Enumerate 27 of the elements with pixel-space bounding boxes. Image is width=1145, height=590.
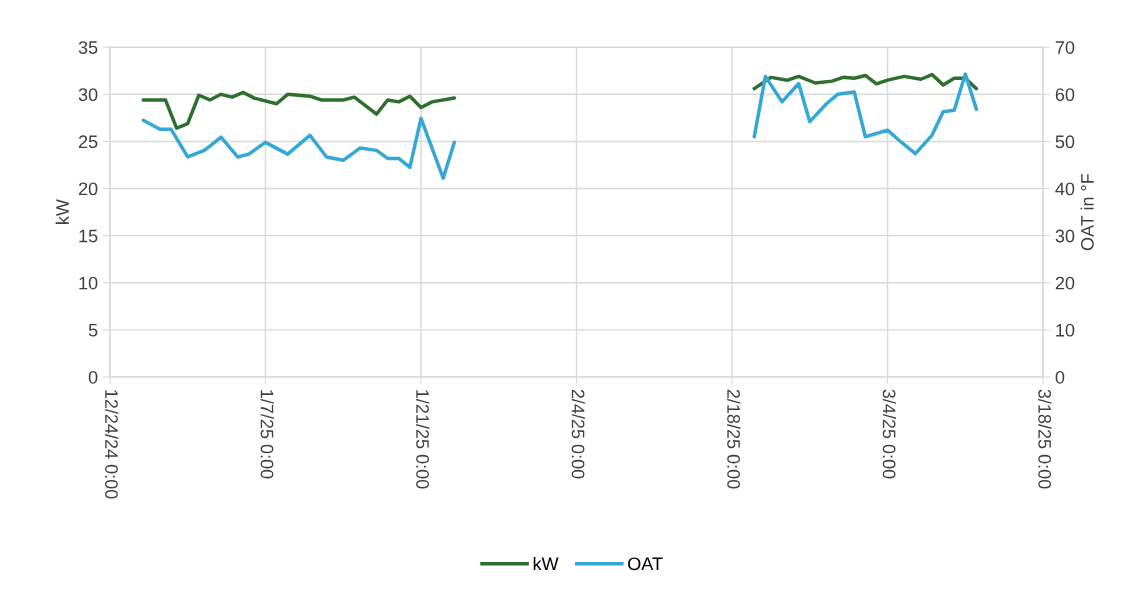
y2-axis-title: OAT in °F bbox=[1080, 173, 1094, 251]
y-tick-label: 35 bbox=[78, 41, 98, 54]
y2-tick-label: 20 bbox=[1055, 276, 1075, 290]
y2-tick-label: 30 bbox=[1055, 229, 1075, 243]
y2-tick-label: 70 bbox=[1055, 41, 1075, 54]
y-tick-label: 0 bbox=[88, 370, 98, 384]
y2-tick-label: 60 bbox=[1055, 88, 1075, 102]
y-tick-label: 5 bbox=[88, 324, 98, 337]
y-axis-title: kW bbox=[55, 199, 69, 224]
legend-label: kW bbox=[533, 556, 559, 570]
y-tick-label: 25 bbox=[78, 135, 98, 149]
x-tick-label: 3/4/25 0:00 bbox=[882, 389, 896, 479]
y-tick-label: 20 bbox=[78, 182, 98, 196]
x-tick-label: 1/7/25 0:00 bbox=[260, 390, 274, 479]
y2-tick-label: 10 bbox=[1056, 323, 1075, 337]
x-tick-label: 1/21/25 0:00 bbox=[416, 390, 430, 489]
x-tick-label: 12/24/24 0:00 bbox=[105, 390, 119, 499]
x-tick-label: 2/4/25 0:00 bbox=[571, 389, 585, 479]
y2-tick-label: 40 bbox=[1055, 182, 1075, 196]
y-tick-label: 15 bbox=[79, 229, 98, 243]
y2-tick-label: 0 bbox=[1055, 370, 1065, 384]
x-tick-label: 2/18/25 0:00 bbox=[727, 389, 741, 489]
legend-label: OAT bbox=[628, 557, 663, 571]
x-tick-label: 3/18/25 0:00 bbox=[1038, 389, 1052, 489]
y-tick-label: 30 bbox=[78, 88, 98, 102]
y2-tick-label: 50 bbox=[1055, 135, 1075, 149]
y-tick-label: 10 bbox=[79, 276, 98, 290]
